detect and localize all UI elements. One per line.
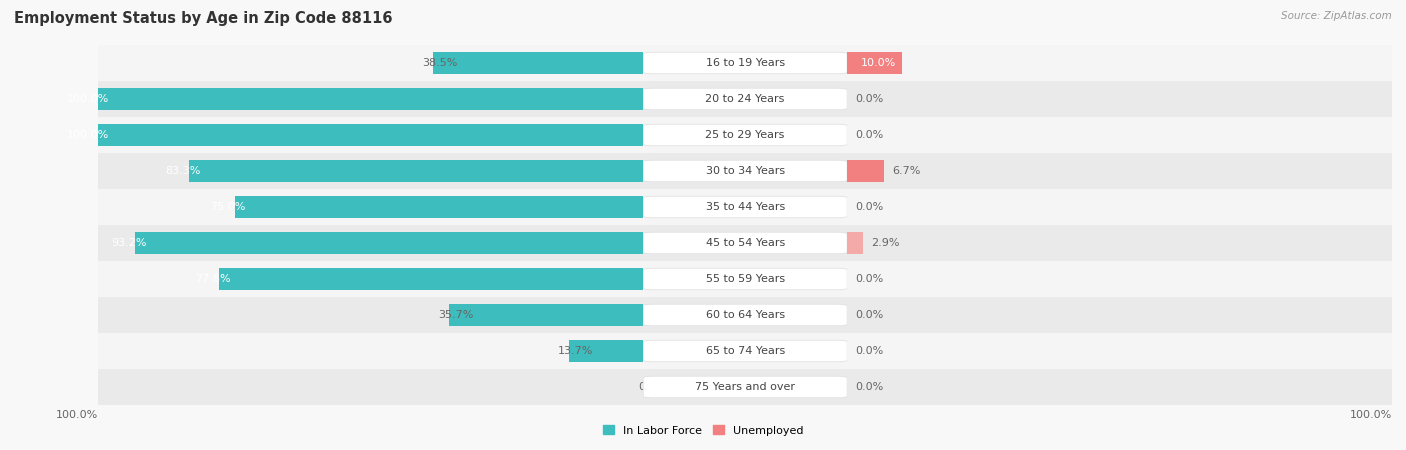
Bar	[846, 117, 1392, 153]
Bar	[643, 189, 846, 225]
Bar	[846, 189, 1392, 225]
Text: 0.0%: 0.0%	[855, 310, 883, 320]
Text: 16 to 19 Years: 16 to 19 Years	[706, 58, 785, 68]
Text: 25 to 29 Years: 25 to 29 Years	[706, 130, 785, 140]
Bar	[846, 160, 883, 182]
Text: 55 to 59 Years: 55 to 59 Years	[706, 274, 785, 284]
Bar	[98, 124, 643, 146]
Bar	[98, 153, 643, 189]
FancyBboxPatch shape	[643, 88, 846, 110]
Text: 0.0%: 0.0%	[855, 130, 883, 140]
Bar	[98, 261, 643, 297]
Text: 35 to 44 Years: 35 to 44 Years	[706, 202, 785, 212]
Text: 83.3%: 83.3%	[165, 166, 200, 176]
Text: 6.7%: 6.7%	[891, 166, 920, 176]
Text: Employment Status by Age in Zip Code 88116: Employment Status by Age in Zip Code 881…	[14, 11, 392, 26]
Bar	[846, 261, 1392, 297]
Bar	[98, 225, 643, 261]
FancyBboxPatch shape	[643, 304, 846, 326]
Bar	[98, 88, 643, 110]
Bar	[568, 340, 643, 362]
Bar	[846, 297, 1392, 333]
Text: 38.5%: 38.5%	[423, 58, 458, 68]
Text: 75.0%: 75.0%	[209, 202, 246, 212]
Text: 30 to 34 Years: 30 to 34 Years	[706, 166, 785, 176]
Bar	[643, 333, 846, 369]
Text: 0.0%: 0.0%	[855, 274, 883, 284]
Bar	[643, 261, 846, 297]
Bar	[98, 333, 643, 369]
Bar	[98, 117, 643, 153]
FancyBboxPatch shape	[643, 52, 846, 74]
Bar	[846, 333, 1392, 369]
Bar	[846, 153, 1392, 189]
Text: 0.0%: 0.0%	[855, 94, 883, 104]
Bar	[643, 45, 846, 81]
Bar	[846, 225, 1392, 261]
Bar	[846, 45, 1392, 81]
Text: 0.0%: 0.0%	[855, 346, 883, 356]
Bar	[235, 196, 643, 218]
Text: 77.8%: 77.8%	[194, 274, 231, 284]
Text: 0.0%: 0.0%	[855, 202, 883, 212]
Bar	[98, 189, 643, 225]
Bar	[643, 369, 846, 405]
FancyBboxPatch shape	[643, 124, 846, 146]
Text: 100.0%: 100.0%	[1350, 410, 1392, 420]
Text: 75 Years and over: 75 Years and over	[695, 382, 796, 392]
FancyBboxPatch shape	[643, 160, 846, 182]
Bar	[643, 225, 846, 261]
FancyBboxPatch shape	[643, 196, 846, 218]
Text: 35.7%: 35.7%	[437, 310, 474, 320]
Bar	[846, 369, 1392, 405]
Bar	[98, 369, 643, 405]
Text: 60 to 64 Years: 60 to 64 Years	[706, 310, 785, 320]
FancyBboxPatch shape	[643, 340, 846, 362]
Bar	[643, 81, 846, 117]
Text: 10.0%: 10.0%	[860, 58, 896, 68]
Text: 2.9%: 2.9%	[872, 238, 900, 248]
Bar	[98, 297, 643, 333]
Bar	[846, 52, 901, 74]
Text: 0.0%: 0.0%	[638, 382, 666, 392]
Legend: In Labor Force, Unemployed: In Labor Force, Unemployed	[598, 421, 808, 440]
FancyBboxPatch shape	[643, 376, 846, 398]
Text: 100.0%: 100.0%	[67, 94, 110, 104]
Bar	[643, 117, 846, 153]
Text: 0.0%: 0.0%	[855, 382, 883, 392]
Bar	[433, 52, 643, 74]
Text: Source: ZipAtlas.com: Source: ZipAtlas.com	[1281, 11, 1392, 21]
Bar	[135, 232, 643, 254]
Bar	[190, 160, 643, 182]
Bar	[846, 81, 1392, 117]
Text: 13.7%: 13.7%	[558, 346, 593, 356]
Bar	[98, 81, 643, 117]
Bar	[449, 304, 643, 326]
FancyBboxPatch shape	[643, 268, 846, 290]
Text: 45 to 54 Years: 45 to 54 Years	[706, 238, 785, 248]
FancyBboxPatch shape	[643, 232, 846, 254]
Text: 20 to 24 Years: 20 to 24 Years	[706, 94, 785, 104]
Text: 100.0%: 100.0%	[56, 410, 98, 420]
Bar	[643, 297, 846, 333]
Bar	[846, 232, 863, 254]
Bar	[643, 153, 846, 189]
Text: 100.0%: 100.0%	[67, 130, 110, 140]
Bar	[219, 268, 643, 290]
Text: 93.2%: 93.2%	[111, 238, 146, 248]
Bar	[98, 45, 643, 81]
Text: 65 to 74 Years: 65 to 74 Years	[706, 346, 785, 356]
